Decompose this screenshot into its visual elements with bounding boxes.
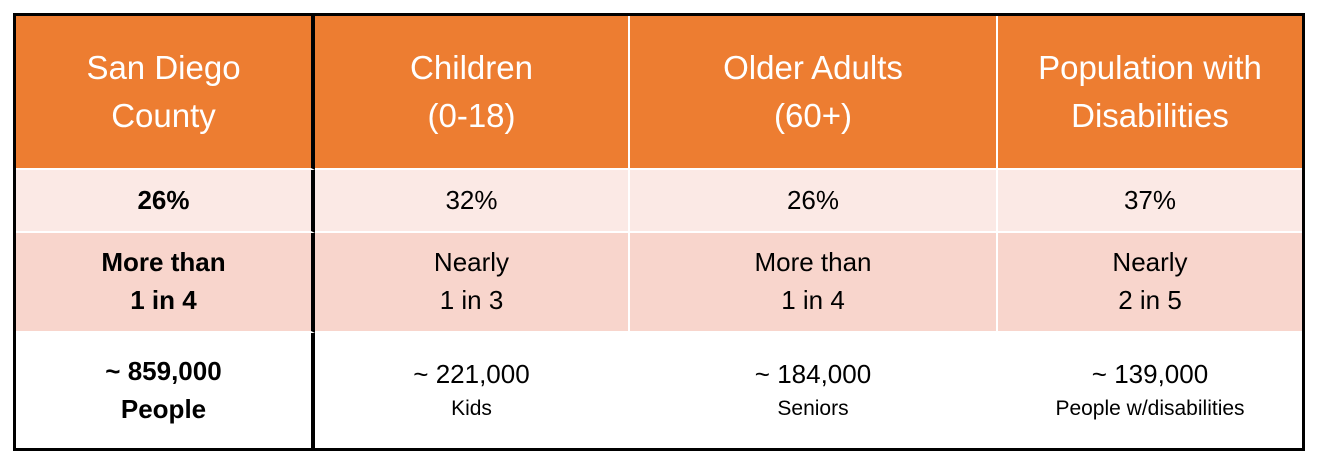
cell-text: ~ 221,000 [413, 359, 530, 390]
cell-text: ~ 184,000 [754, 359, 872, 390]
cell-text: 1 in 4 [130, 285, 197, 315]
table-cell: ~ 221,000 Kids [315, 333, 630, 448]
cell-text: 1 in 4 [781, 285, 845, 315]
table-cell: ~ 184,000 Seniors [630, 333, 998, 448]
cell-text: Children [410, 49, 533, 87]
table-cell: San Diego County [16, 16, 315, 170]
cell-text: County [111, 97, 216, 134]
table-cell: Population with Disabilities [998, 16, 1302, 170]
cell-text: 26% [786, 184, 840, 215]
table-cell: 32% [315, 170, 630, 233]
cell-text: 32% [445, 184, 498, 215]
table-cell: 26% [630, 170, 998, 233]
cell-text: Nearly [433, 247, 510, 278]
cell-text: 37% [1123, 184, 1177, 215]
cell-text: Nearly [1112, 247, 1188, 278]
table-cell: Older Adults (60+) [630, 16, 998, 170]
cell-text: 2 in 5 [1118, 285, 1182, 315]
table-cell: More than 1 in 4 [630, 233, 998, 333]
cell-text: Kids [451, 397, 492, 421]
cell-text: ~ 859,000 [105, 355, 222, 386]
cell-text: Older Adults [723, 49, 903, 87]
cell-text: Population with [1038, 49, 1262, 87]
table-cell: 37% [998, 170, 1302, 233]
table-cell: ~ 859,000 People [16, 333, 315, 448]
table-cell: More than 1 in 4 [16, 233, 315, 333]
table-cell: ~ 139,000 People w/disabilities [998, 333, 1302, 448]
stats-table: San Diego County Children (0-18) Older Adult… [13, 13, 1305, 451]
table-cell: Nearly 2 in 5 [998, 233, 1302, 333]
table-cell: Nearly 1 in 3 [315, 233, 630, 333]
cell-text: More than [754, 247, 872, 278]
cell-text: Seniors [777, 397, 849, 421]
table-cell: 26% [16, 170, 315, 233]
cell-text: 1 in 3 [439, 285, 504, 315]
cell-text: ~ 139,000 [1091, 359, 1209, 390]
cell-text: People [120, 393, 207, 424]
cell-text: San Diego [86, 49, 241, 87]
cell-text: People w/disabilities [1055, 397, 1245, 421]
cell-text: (60+) [774, 97, 852, 134]
table-cell: Children (0-18) [315, 16, 630, 170]
cell-text: More than [101, 247, 226, 278]
cell-text: 26% [137, 184, 190, 215]
cell-text: Disabilities [1071, 97, 1229, 134]
cell-text: (0-18) [427, 97, 516, 134]
